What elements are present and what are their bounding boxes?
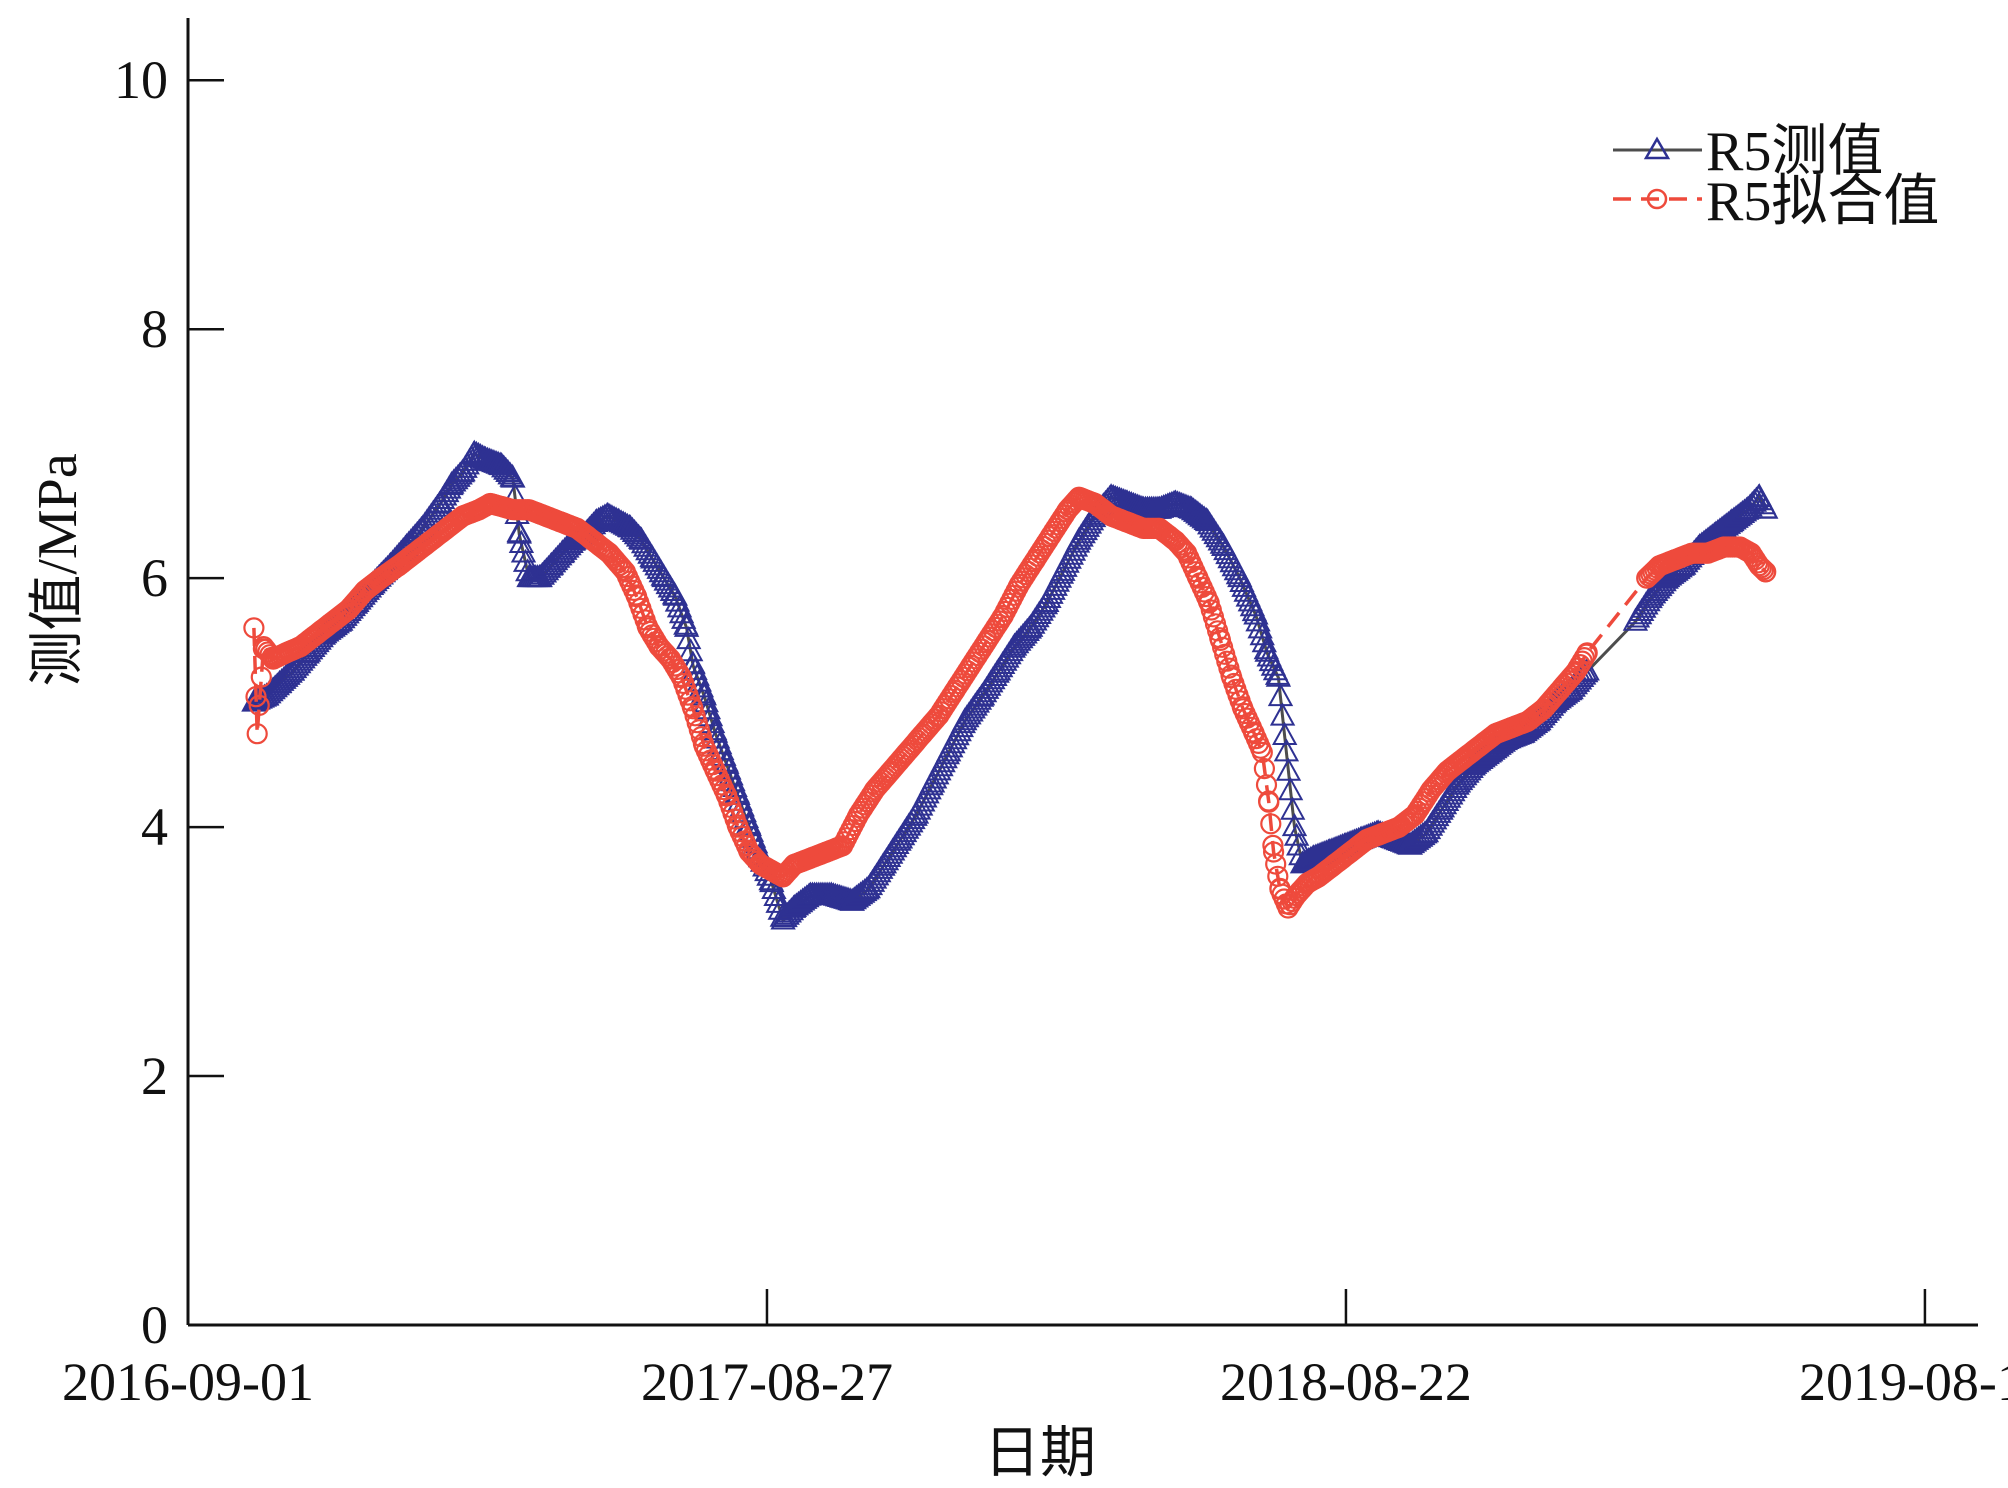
data-point xyxy=(246,723,268,745)
data-point xyxy=(1755,561,1777,583)
data-point xyxy=(1265,663,1292,687)
data-point xyxy=(243,617,265,639)
data-point xyxy=(1283,822,1310,846)
data-point xyxy=(1262,841,1285,863)
x-tick-label: 2017-08-27 xyxy=(641,1352,893,1412)
legend-marker-measured xyxy=(1643,136,1671,160)
data-point xyxy=(506,520,532,544)
x-ticks: 2016-09-01 2017-08-27 2018-08-22 2019-08-17 xyxy=(62,1289,2008,1412)
legend-label-fitted: R5拟合值 xyxy=(1706,171,1939,233)
data-point xyxy=(678,638,704,662)
data-point xyxy=(1573,646,1595,669)
x-axis-title: 日期 xyxy=(984,1423,1096,1485)
data-point xyxy=(248,694,270,717)
data-point xyxy=(1750,557,1773,579)
data-point xyxy=(1729,499,1756,523)
data-point xyxy=(1269,702,1296,726)
data-point xyxy=(1748,555,1770,577)
y-tick-label: 4 xyxy=(141,797,168,857)
data-point xyxy=(245,686,267,708)
data-point xyxy=(1752,559,1775,581)
data-point xyxy=(1281,813,1308,837)
data-point xyxy=(1255,774,1278,796)
y-tick-label: 2 xyxy=(141,1046,168,1106)
data-point xyxy=(1253,757,1276,780)
x-tick-label: 2019-08-17 xyxy=(1799,1352,2008,1412)
data-point xyxy=(250,666,272,688)
data-point xyxy=(1753,495,1779,519)
axes xyxy=(186,18,1978,1327)
data-point xyxy=(1273,738,1300,762)
data-point xyxy=(1277,777,1304,801)
x-tick-label: 2018-08-22 xyxy=(1220,1352,1472,1412)
data-point xyxy=(610,510,636,534)
data-point xyxy=(1576,642,1598,664)
data-point xyxy=(673,613,700,637)
data-point xyxy=(1258,791,1280,813)
data-point xyxy=(1265,853,1287,875)
data-point xyxy=(1275,757,1302,781)
y-tick-label: 8 xyxy=(141,299,168,359)
y-tick-label: 6 xyxy=(141,548,168,608)
legend-label-measured: R5测值 xyxy=(1706,121,1883,183)
data-point xyxy=(1267,683,1294,707)
data-point xyxy=(1191,505,1217,529)
series-line xyxy=(253,451,1768,924)
data-point xyxy=(609,554,631,577)
data-point xyxy=(676,626,702,650)
data-point xyxy=(1260,813,1282,835)
data-point xyxy=(1286,832,1312,856)
y-tick-label: 0 xyxy=(141,1295,168,1355)
legend-marker-fitted xyxy=(1646,188,1668,210)
y-axis-title: 测值/MPa xyxy=(27,453,89,686)
data-point xyxy=(1251,741,1273,764)
series-layer xyxy=(241,439,1779,930)
x-tick-label: 2016-09-01 xyxy=(62,1352,314,1412)
y-ticks: 0 2 4 6 8 10 xyxy=(114,50,224,1355)
data-point xyxy=(508,529,535,553)
data-point xyxy=(924,708,947,730)
legend: R5测值 R5拟合值 xyxy=(1613,121,1939,233)
data-point xyxy=(1251,629,1277,653)
series-1 xyxy=(243,486,1777,919)
y-tick-label: 10 xyxy=(114,50,168,110)
data-point xyxy=(510,539,537,563)
